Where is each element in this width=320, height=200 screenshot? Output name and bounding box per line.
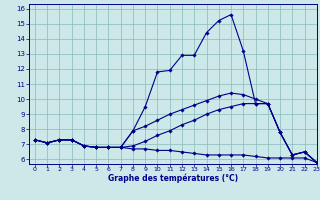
X-axis label: Graphe des températures (°C): Graphe des températures (°C) (108, 174, 238, 183)
